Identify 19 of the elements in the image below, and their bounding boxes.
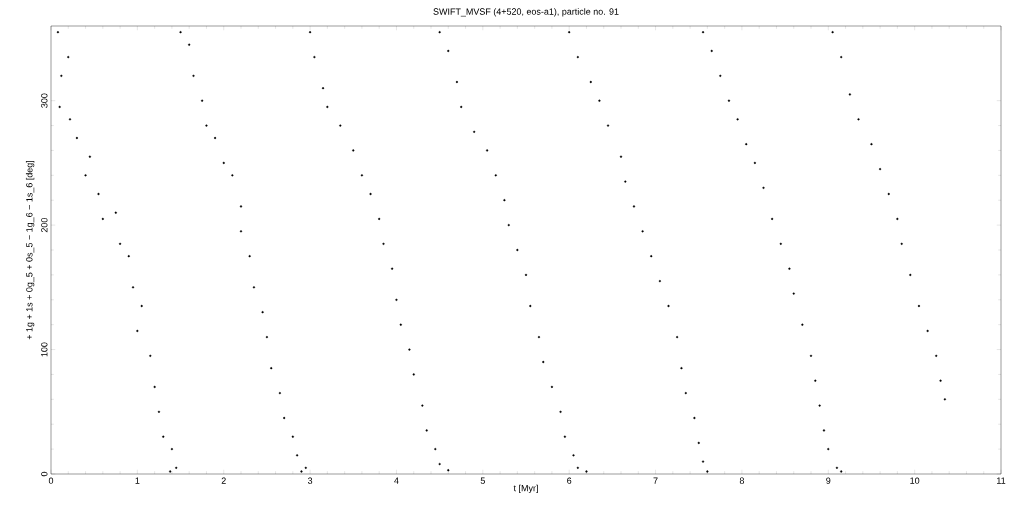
y-tick-label: 300 bbox=[41, 93, 48, 108]
x-tick-label: 4 bbox=[394, 477, 399, 484]
x-tick-label: 10 bbox=[910, 477, 920, 484]
x-tick-label: 2 bbox=[221, 477, 226, 484]
x-tick-label: 8 bbox=[739, 477, 745, 484]
x-tick-label: 6 bbox=[567, 477, 572, 484]
x-tick-label: 9 bbox=[826, 477, 831, 484]
x-tick-label: 7 bbox=[653, 477, 658, 484]
y-tick-label: 200 bbox=[41, 217, 48, 233]
x-tick-label: 11 bbox=[997, 477, 1006, 484]
y-axis-title: + 1g + 1s + 0g_5 + 0s_5 − 1g_6 − 1s_6 [deg] bbox=[25, 160, 35, 340]
x-tick-label: 3 bbox=[307, 477, 313, 484]
x-tick-label: 0 bbox=[48, 477, 54, 484]
y-tick-label: 0 bbox=[41, 471, 48, 477]
y-tick-label: 100 bbox=[41, 342, 48, 357]
chart-title: SWIFT_MVSF (4+520, eos-a1), particle no. 91 bbox=[433, 8, 619, 17]
x-tick-label: 5 bbox=[480, 477, 485, 484]
x-axis-title: t [Myr] bbox=[513, 484, 538, 494]
x-tick-label: 1 bbox=[135, 477, 140, 484]
